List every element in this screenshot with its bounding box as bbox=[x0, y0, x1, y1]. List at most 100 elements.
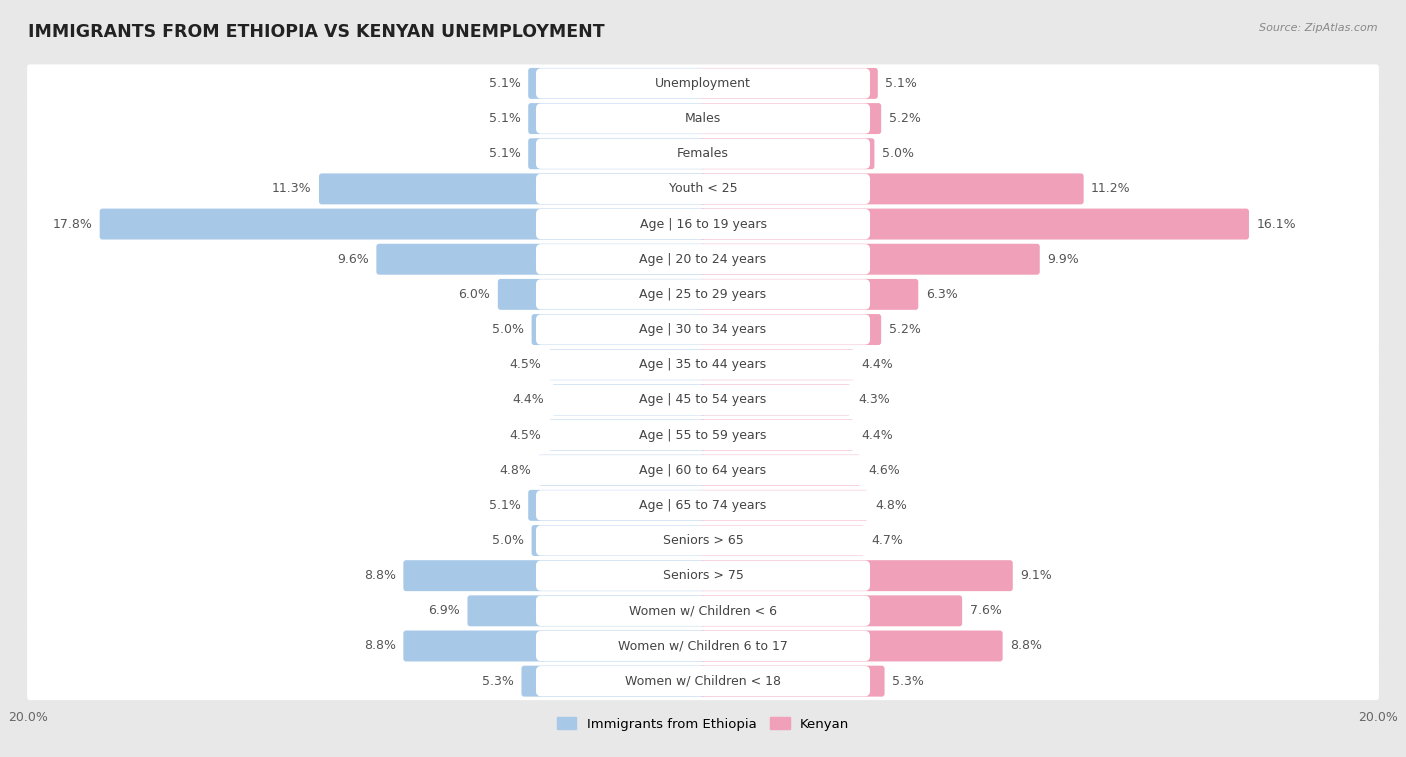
FancyBboxPatch shape bbox=[536, 139, 870, 169]
Text: 5.0%: 5.0% bbox=[492, 534, 524, 547]
FancyBboxPatch shape bbox=[522, 665, 706, 696]
FancyBboxPatch shape bbox=[700, 103, 882, 134]
Text: Age | 35 to 44 years: Age | 35 to 44 years bbox=[640, 358, 766, 371]
FancyBboxPatch shape bbox=[536, 279, 870, 310]
FancyBboxPatch shape bbox=[27, 276, 1379, 313]
Text: Age | 30 to 34 years: Age | 30 to 34 years bbox=[640, 323, 766, 336]
Text: Age | 60 to 64 years: Age | 60 to 64 years bbox=[640, 464, 766, 477]
FancyBboxPatch shape bbox=[700, 244, 1040, 275]
FancyBboxPatch shape bbox=[100, 209, 706, 239]
FancyBboxPatch shape bbox=[27, 381, 1379, 419]
FancyBboxPatch shape bbox=[551, 385, 706, 416]
Text: 8.8%: 8.8% bbox=[1010, 640, 1042, 653]
FancyBboxPatch shape bbox=[536, 385, 870, 415]
FancyBboxPatch shape bbox=[700, 455, 860, 486]
Text: Females: Females bbox=[678, 148, 728, 160]
FancyBboxPatch shape bbox=[531, 314, 706, 345]
Text: 5.1%: 5.1% bbox=[489, 499, 520, 512]
Text: Women w/ Children < 6: Women w/ Children < 6 bbox=[628, 604, 778, 617]
Text: 11.2%: 11.2% bbox=[1091, 182, 1130, 195]
Text: 4.8%: 4.8% bbox=[875, 499, 907, 512]
Text: Unemployment: Unemployment bbox=[655, 77, 751, 90]
FancyBboxPatch shape bbox=[536, 491, 870, 521]
FancyBboxPatch shape bbox=[536, 631, 870, 661]
Text: Age | 16 to 19 years: Age | 16 to 19 years bbox=[640, 217, 766, 231]
Text: 11.3%: 11.3% bbox=[271, 182, 312, 195]
Text: Seniors > 65: Seniors > 65 bbox=[662, 534, 744, 547]
FancyBboxPatch shape bbox=[700, 385, 851, 416]
Text: Seniors > 75: Seniors > 75 bbox=[662, 569, 744, 582]
Text: 5.1%: 5.1% bbox=[489, 112, 520, 125]
Text: 4.6%: 4.6% bbox=[869, 464, 900, 477]
Text: 5.1%: 5.1% bbox=[886, 77, 917, 90]
FancyBboxPatch shape bbox=[700, 279, 918, 310]
FancyBboxPatch shape bbox=[700, 314, 882, 345]
FancyBboxPatch shape bbox=[700, 560, 1012, 591]
FancyBboxPatch shape bbox=[27, 416, 1379, 454]
FancyBboxPatch shape bbox=[700, 595, 962, 626]
FancyBboxPatch shape bbox=[700, 68, 877, 99]
Text: 4.5%: 4.5% bbox=[509, 428, 541, 441]
FancyBboxPatch shape bbox=[27, 627, 1379, 665]
Text: 8.8%: 8.8% bbox=[364, 569, 396, 582]
FancyBboxPatch shape bbox=[536, 596, 870, 626]
Text: 9.6%: 9.6% bbox=[337, 253, 368, 266]
FancyBboxPatch shape bbox=[27, 662, 1379, 700]
Text: 9.1%: 9.1% bbox=[1021, 569, 1052, 582]
FancyBboxPatch shape bbox=[536, 420, 870, 450]
FancyBboxPatch shape bbox=[529, 490, 706, 521]
FancyBboxPatch shape bbox=[529, 68, 706, 99]
FancyBboxPatch shape bbox=[538, 455, 706, 486]
Text: 5.1%: 5.1% bbox=[489, 148, 520, 160]
FancyBboxPatch shape bbox=[529, 139, 706, 170]
FancyBboxPatch shape bbox=[536, 560, 870, 590]
Text: 4.4%: 4.4% bbox=[862, 358, 893, 371]
FancyBboxPatch shape bbox=[536, 244, 870, 274]
FancyBboxPatch shape bbox=[27, 486, 1379, 525]
FancyBboxPatch shape bbox=[700, 139, 875, 170]
FancyBboxPatch shape bbox=[27, 451, 1379, 489]
Text: Source: ZipAtlas.com: Source: ZipAtlas.com bbox=[1260, 23, 1378, 33]
Text: 6.9%: 6.9% bbox=[429, 604, 460, 617]
FancyBboxPatch shape bbox=[536, 209, 870, 239]
Text: Youth < 25: Youth < 25 bbox=[669, 182, 737, 195]
Text: Age | 20 to 24 years: Age | 20 to 24 years bbox=[640, 253, 766, 266]
FancyBboxPatch shape bbox=[536, 455, 870, 485]
FancyBboxPatch shape bbox=[536, 104, 870, 134]
FancyBboxPatch shape bbox=[27, 592, 1379, 630]
FancyBboxPatch shape bbox=[536, 68, 870, 98]
Text: 5.3%: 5.3% bbox=[482, 674, 515, 687]
FancyBboxPatch shape bbox=[467, 595, 706, 626]
FancyBboxPatch shape bbox=[536, 525, 870, 556]
Text: 4.8%: 4.8% bbox=[499, 464, 531, 477]
Text: 8.8%: 8.8% bbox=[364, 640, 396, 653]
FancyBboxPatch shape bbox=[700, 419, 855, 450]
Text: 17.8%: 17.8% bbox=[52, 217, 93, 231]
FancyBboxPatch shape bbox=[548, 419, 706, 450]
FancyBboxPatch shape bbox=[700, 209, 1249, 239]
FancyBboxPatch shape bbox=[27, 64, 1379, 102]
Text: Males: Males bbox=[685, 112, 721, 125]
Text: 16.1%: 16.1% bbox=[1257, 217, 1296, 231]
Text: Women w/ Children < 18: Women w/ Children < 18 bbox=[626, 674, 780, 687]
Text: 4.7%: 4.7% bbox=[872, 534, 904, 547]
FancyBboxPatch shape bbox=[548, 349, 706, 380]
FancyBboxPatch shape bbox=[27, 100, 1379, 138]
FancyBboxPatch shape bbox=[404, 560, 706, 591]
FancyBboxPatch shape bbox=[27, 556, 1379, 595]
Text: 5.1%: 5.1% bbox=[489, 77, 520, 90]
FancyBboxPatch shape bbox=[700, 173, 1084, 204]
FancyBboxPatch shape bbox=[377, 244, 706, 275]
FancyBboxPatch shape bbox=[404, 631, 706, 662]
FancyBboxPatch shape bbox=[27, 170, 1379, 208]
Text: Age | 25 to 29 years: Age | 25 to 29 years bbox=[640, 288, 766, 301]
Text: 7.6%: 7.6% bbox=[970, 604, 1001, 617]
Text: 5.3%: 5.3% bbox=[891, 674, 924, 687]
Text: 6.3%: 6.3% bbox=[925, 288, 957, 301]
Text: IMMIGRANTS FROM ETHIOPIA VS KENYAN UNEMPLOYMENT: IMMIGRANTS FROM ETHIOPIA VS KENYAN UNEMP… bbox=[28, 23, 605, 41]
Text: 4.4%: 4.4% bbox=[862, 428, 893, 441]
Text: Age | 55 to 59 years: Age | 55 to 59 years bbox=[640, 428, 766, 441]
FancyBboxPatch shape bbox=[700, 490, 868, 521]
FancyBboxPatch shape bbox=[27, 346, 1379, 384]
FancyBboxPatch shape bbox=[700, 631, 1002, 662]
